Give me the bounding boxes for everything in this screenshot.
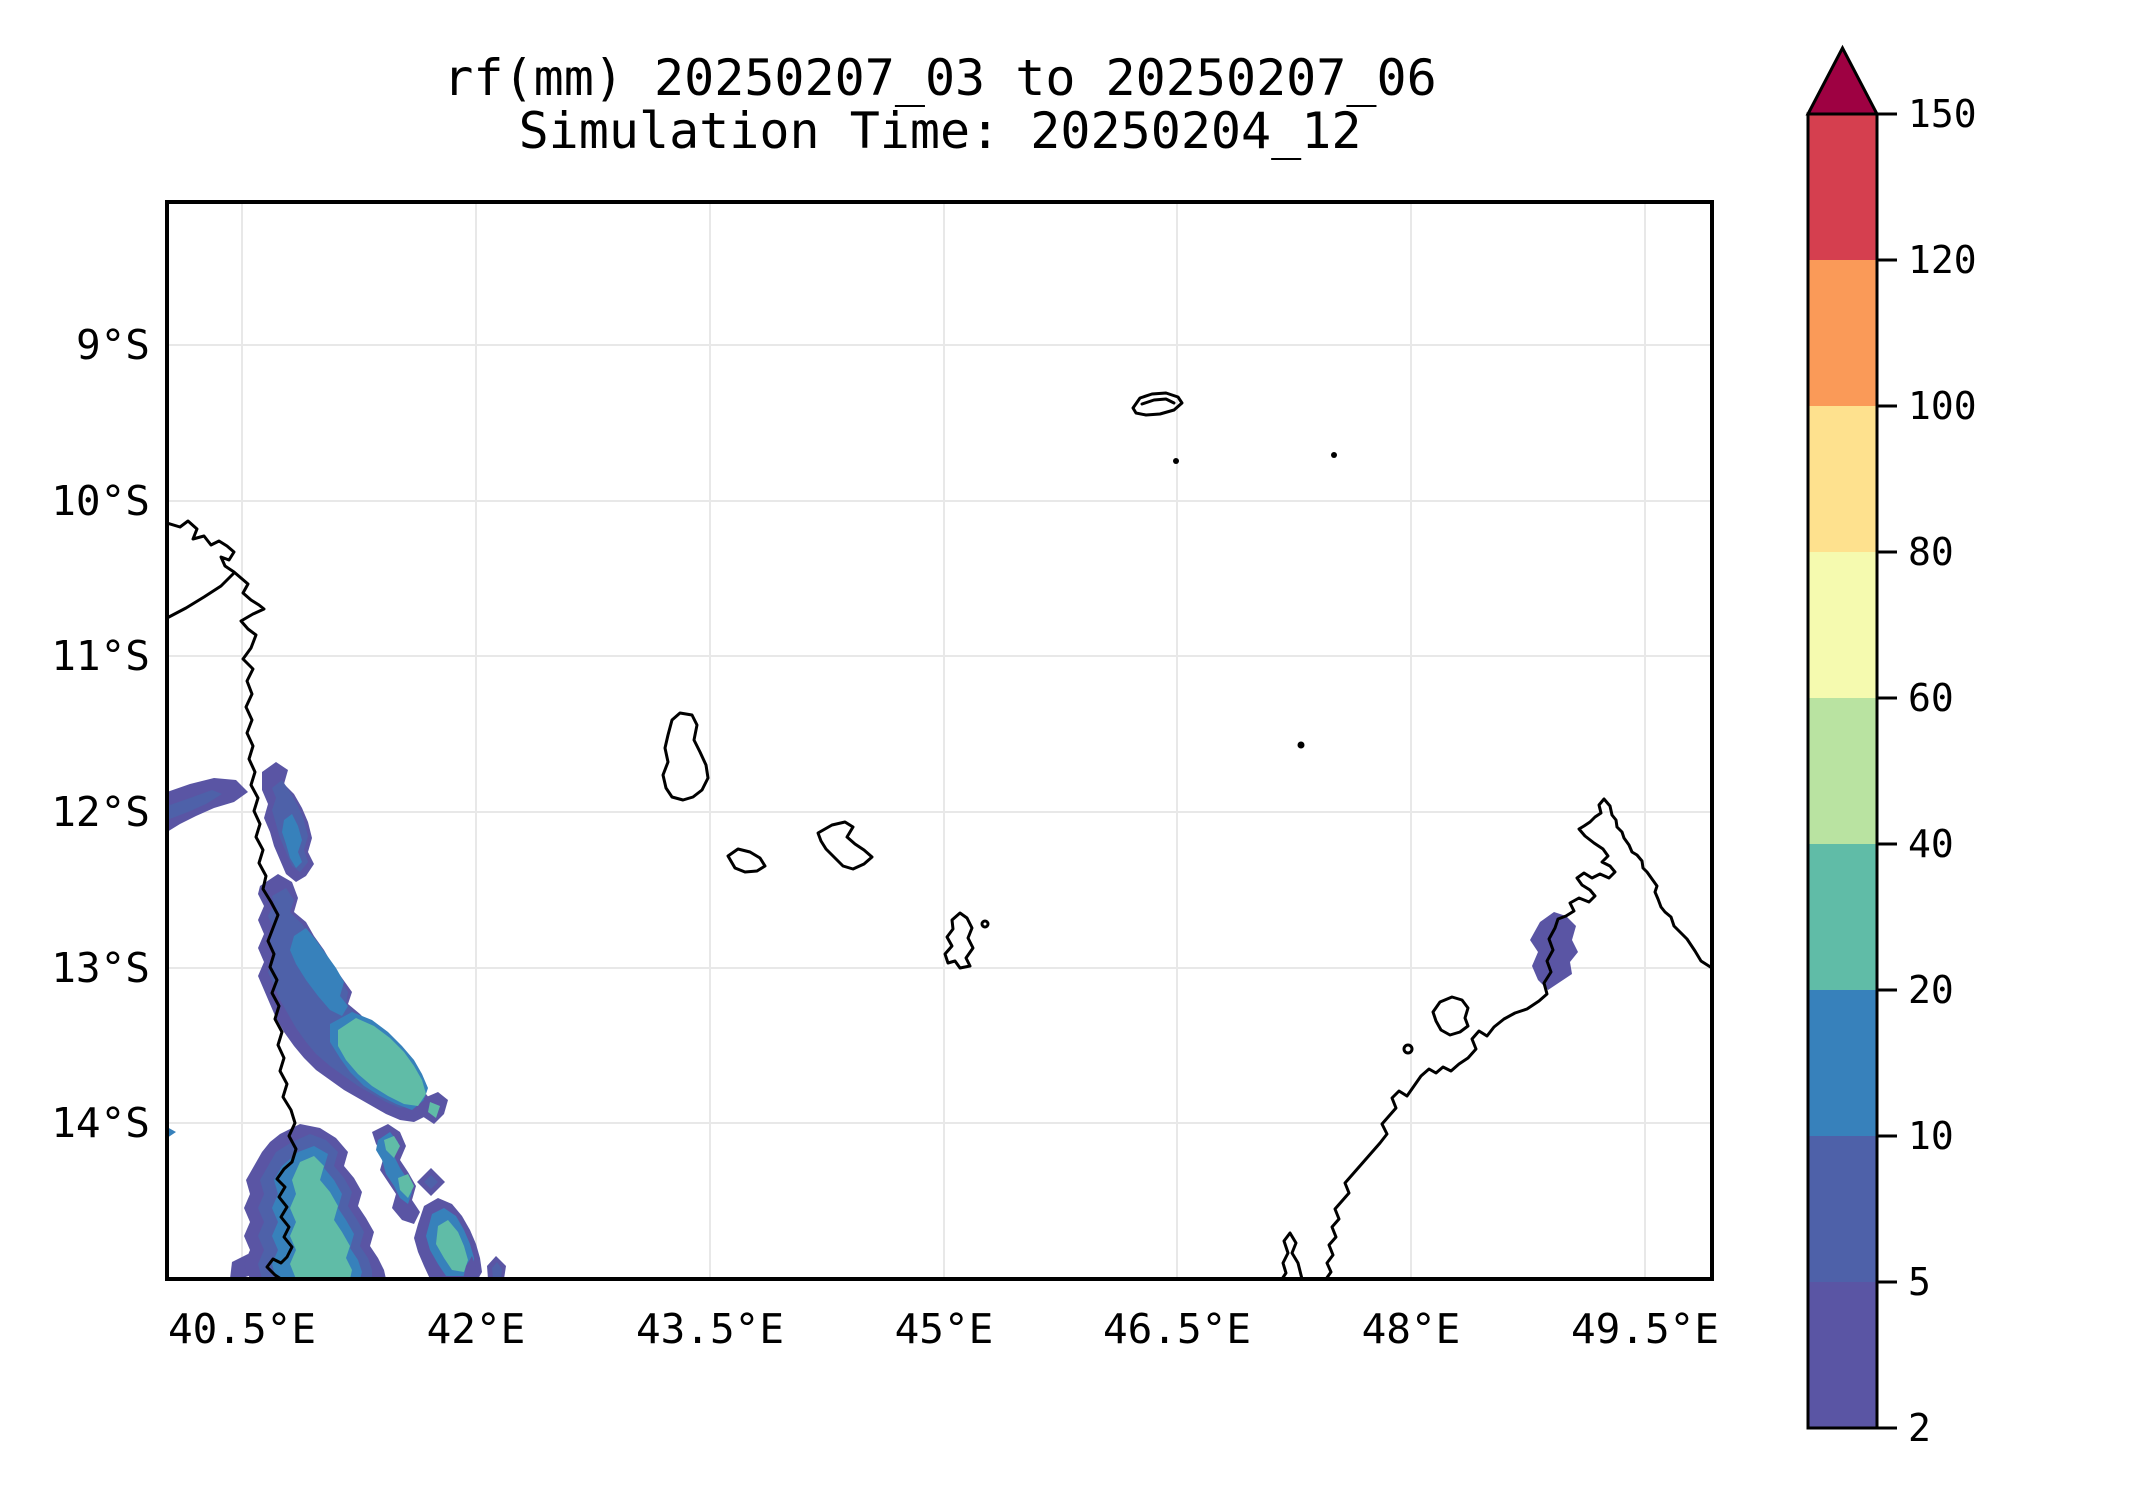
coastlines	[167, 391, 1712, 1279]
colorbar: 150 120 100 80 60 40 20 10 5 2	[1805, 44, 1977, 1450]
rain-patch	[492, 1262, 502, 1279]
large-island-coastline	[1324, 797, 1712, 1279]
y-tick-label: 13°S	[51, 944, 150, 992]
colorbar-outline	[1806, 112, 1879, 1430]
colorbar-segments	[1808, 114, 1877, 1428]
y-tick-label: 9°S	[76, 321, 150, 369]
x-tick-label: 40.5°E	[168, 1305, 316, 1353]
colorbar-segment	[1808, 844, 1877, 990]
colorbar-tick-label: 40	[1908, 822, 1954, 866]
x-tick-label: 43.5°E	[636, 1305, 784, 1353]
narrow-inlet	[1280, 1231, 1304, 1279]
x-tick-label: 49.5°E	[1571, 1305, 1719, 1353]
rain-patch	[167, 778, 248, 832]
colorbar-ticks	[1877, 112, 1897, 1430]
islet-east-of-island	[980, 919, 990, 929]
island-elongated	[943, 911, 975, 970]
colorbar-tick-labels: 150 120 100 80 60 40 20 10 5 2	[1908, 92, 1977, 1450]
plot-frame	[165, 200, 1714, 1281]
plot-title: rf(mm) 20250207_03 to 20250207_06	[443, 49, 1436, 107]
small-islet	[1402, 1043, 1414, 1055]
colorbar-segment	[1808, 406, 1877, 552]
colorbar-segment	[1808, 260, 1877, 406]
rain-patch	[424, 1175, 438, 1189]
y-tick-label: 14°S	[51, 1099, 150, 1147]
colorbar-segment	[1808, 1136, 1877, 1282]
plot-subtitle: Simulation Time: 20250204_12	[519, 102, 1362, 160]
atoll-lagoon-line	[1140, 397, 1176, 406]
colorbar-tick-label: 120	[1908, 238, 1977, 282]
colorbar-segment	[1808, 114, 1877, 260]
rain-patch	[282, 814, 302, 868]
colorbar-tick-label: 20	[1908, 968, 1954, 1012]
colorbar-tick-label: 5	[1908, 1260, 1931, 1304]
rain-patch	[167, 1127, 176, 1138]
rain-patch	[338, 1018, 426, 1106]
offshore-island	[1431, 995, 1470, 1037]
colorbar-segment	[1808, 1282, 1877, 1428]
colorbar-tick-label: 80	[1908, 530, 1954, 574]
colorbar-tick-label: 150	[1908, 92, 1977, 136]
x-tick-label: 42°E	[427, 1305, 526, 1353]
rain-patch	[167, 790, 222, 820]
y-tick-label: 10°S	[51, 477, 150, 525]
atoll-ring	[1131, 391, 1184, 417]
colorbar-segment	[1808, 552, 1877, 698]
x-tick-label: 45°E	[895, 1305, 994, 1353]
island-small-west	[726, 847, 767, 874]
colorbar-segment	[1808, 990, 1877, 1136]
rainfall-contours	[167, 762, 1578, 1279]
colorbar-tick-label: 10	[1908, 1114, 1954, 1158]
island-triangle	[816, 820, 874, 871]
graticule-gridlines	[169, 204, 1710, 1277]
rain-patch	[290, 928, 348, 1016]
rain-patch	[290, 1156, 352, 1279]
colorbar-extend-arrow	[1805, 44, 1880, 116]
rain-patch	[398, 1174, 414, 1198]
x-tick-label: 48°E	[1362, 1305, 1461, 1353]
y-axis-tick-labels: 9°S 10°S 11°S 12°S 13°S 14°S	[51, 321, 150, 1147]
y-tick-label: 11°S	[51, 632, 150, 680]
rain-patch	[384, 1136, 400, 1158]
colorbar-tick-label: 60	[1908, 676, 1954, 720]
x-axis-tick-labels: 40.5°E 42°E 43.5°E 45°E 46.5°E 48°E 49.5…	[168, 1305, 1719, 1353]
rain-patch	[436, 1220, 468, 1272]
island-tall	[661, 711, 710, 802]
border-segment	[167, 571, 236, 620]
y-tick-label: 12°S	[51, 788, 150, 836]
rain-patch	[463, 1256, 477, 1279]
colorbar-tick-label: 2	[1908, 1406, 1931, 1450]
colorbar-tick-label: 100	[1908, 384, 1977, 428]
islet-dot	[1297, 741, 1305, 749]
colorbar-segment	[1808, 698, 1877, 844]
x-tick-label: 46.5°E	[1103, 1305, 1251, 1353]
islet-dot	[1173, 458, 1179, 464]
islet-dot	[1331, 452, 1337, 458]
rain-patch	[428, 1102, 440, 1118]
